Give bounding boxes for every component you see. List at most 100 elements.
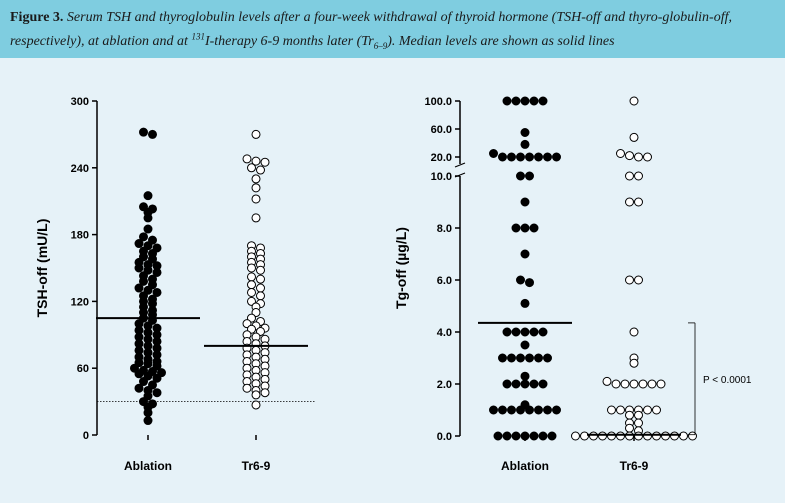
data-point-0	[511, 96, 521, 106]
data-point-0	[507, 405, 516, 415]
data-point-0	[507, 353, 516, 363]
data-point-1	[661, 431, 670, 441]
data-point-1	[256, 274, 265, 284]
data-point-0	[525, 278, 534, 288]
data-point-1	[247, 263, 256, 273]
figure-caption: Figure 3. Serum TSH and thyroglobulin le…	[0, 0, 785, 58]
data-point-1	[634, 275, 643, 285]
data-point-0	[534, 405, 543, 415]
data-point-0	[511, 327, 521, 337]
data-point-1	[634, 418, 643, 428]
data-point-1	[670, 431, 679, 441]
data-point-0	[516, 353, 525, 363]
data-point-0	[520, 197, 530, 207]
data-point-1	[602, 376, 612, 386]
data-point-1	[247, 163, 256, 173]
data-point-0	[134, 283, 144, 293]
y-tick-label: 10.0	[431, 171, 452, 183]
y-tick-label: 120	[71, 296, 89, 308]
data-point-0	[139, 377, 148, 387]
data-point-1	[625, 431, 634, 441]
data-point-1	[607, 431, 616, 441]
data-point-0	[520, 128, 530, 137]
data-point-0	[502, 379, 512, 389]
data-point-1	[629, 327, 639, 337]
data-point-0	[143, 408, 153, 418]
data-point-0	[516, 405, 525, 415]
data-point-1	[643, 431, 652, 441]
data-point-0	[511, 379, 521, 389]
data-point-1	[260, 157, 270, 167]
data-point-0	[152, 267, 162, 277]
data-point-0	[493, 431, 503, 441]
data-point-1	[643, 405, 652, 415]
data-point-1	[625, 197, 634, 207]
data-point-0	[498, 152, 507, 162]
data-point-0	[534, 152, 543, 162]
data-point-0	[529, 379, 539, 389]
data-point-0	[520, 371, 530, 381]
y-tick-label: 8.0	[437, 223, 452, 235]
data-point-1	[251, 156, 261, 166]
data-point-1	[625, 423, 634, 433]
data-point-0	[529, 96, 539, 106]
data-point-1	[616, 431, 625, 441]
p-value-label: P < 0.0001	[703, 375, 752, 386]
data-point-0	[520, 223, 530, 233]
data-point-1	[656, 379, 666, 389]
data-point-0	[139, 232, 148, 242]
data-point-1	[251, 194, 261, 204]
data-point-0	[143, 224, 153, 234]
data-point-0	[134, 239, 144, 249]
data-point-0	[134, 369, 144, 379]
data-point-1	[251, 129, 261, 139]
data-point-1	[629, 358, 639, 368]
data-point-1	[629, 132, 639, 142]
data-point-1	[611, 379, 621, 389]
y-tick-label: 20.0	[431, 152, 452, 164]
data-point-1	[652, 405, 661, 415]
data-point-0	[525, 152, 534, 162]
data-point-0	[489, 149, 498, 158]
data-point-0	[511, 223, 521, 233]
data-point-1	[256, 291, 265, 301]
data-point-1	[251, 183, 261, 193]
data-point-0	[502, 327, 512, 337]
data-point-1	[251, 174, 261, 184]
data-point-0	[516, 171, 525, 181]
data-point-1	[629, 379, 639, 389]
y-axis-label: TSH-off (mU/L)	[34, 219, 50, 318]
y-tick-label: 2.0	[437, 379, 452, 391]
y-tick-label: 240	[71, 163, 89, 175]
data-point-0	[525, 353, 534, 363]
data-point-1	[634, 197, 643, 207]
data-point-1	[247, 272, 256, 282]
data-point-0	[525, 405, 534, 415]
data-point-0	[534, 353, 543, 363]
tsh-chart: 0 60 120 180 240 300 TSH-off (mU/L) Ablation Tr6…	[34, 96, 316, 473]
tg-chart: 0.0 2.0 4.0 6.0 8.0 10.0 20.0 60.0 100.0 Tg-off (…	[393, 96, 752, 473]
data-point-0	[538, 431, 548, 441]
data-point-1	[251, 213, 261, 223]
data-point-1	[625, 410, 634, 420]
y-tick-label: 300	[71, 96, 89, 108]
data-point-0	[538, 379, 548, 389]
data-point-0	[520, 327, 530, 337]
data-point-1	[616, 149, 625, 158]
x-tick-label: Ablation	[124, 459, 172, 473]
data-point-1	[607, 405, 616, 415]
data-point-0	[516, 152, 525, 162]
data-point-0	[134, 383, 144, 393]
data-point-0	[139, 276, 148, 286]
data-point-1	[629, 96, 639, 106]
data-point-1	[256, 283, 265, 293]
data-point-1	[643, 152, 652, 162]
figure-caption-text: Serum TSH and thyroglobulin levels after…	[10, 10, 732, 51]
data-point-1	[616, 405, 625, 415]
data-point-1	[652, 431, 661, 441]
data-point-1	[580, 431, 589, 441]
y-axis-label: Tg-off (µg/L)	[393, 227, 409, 309]
data-point-0	[552, 152, 561, 162]
y-tick-label: 60.0	[431, 124, 452, 136]
figure-label: Figure 3.	[10, 10, 64, 25]
